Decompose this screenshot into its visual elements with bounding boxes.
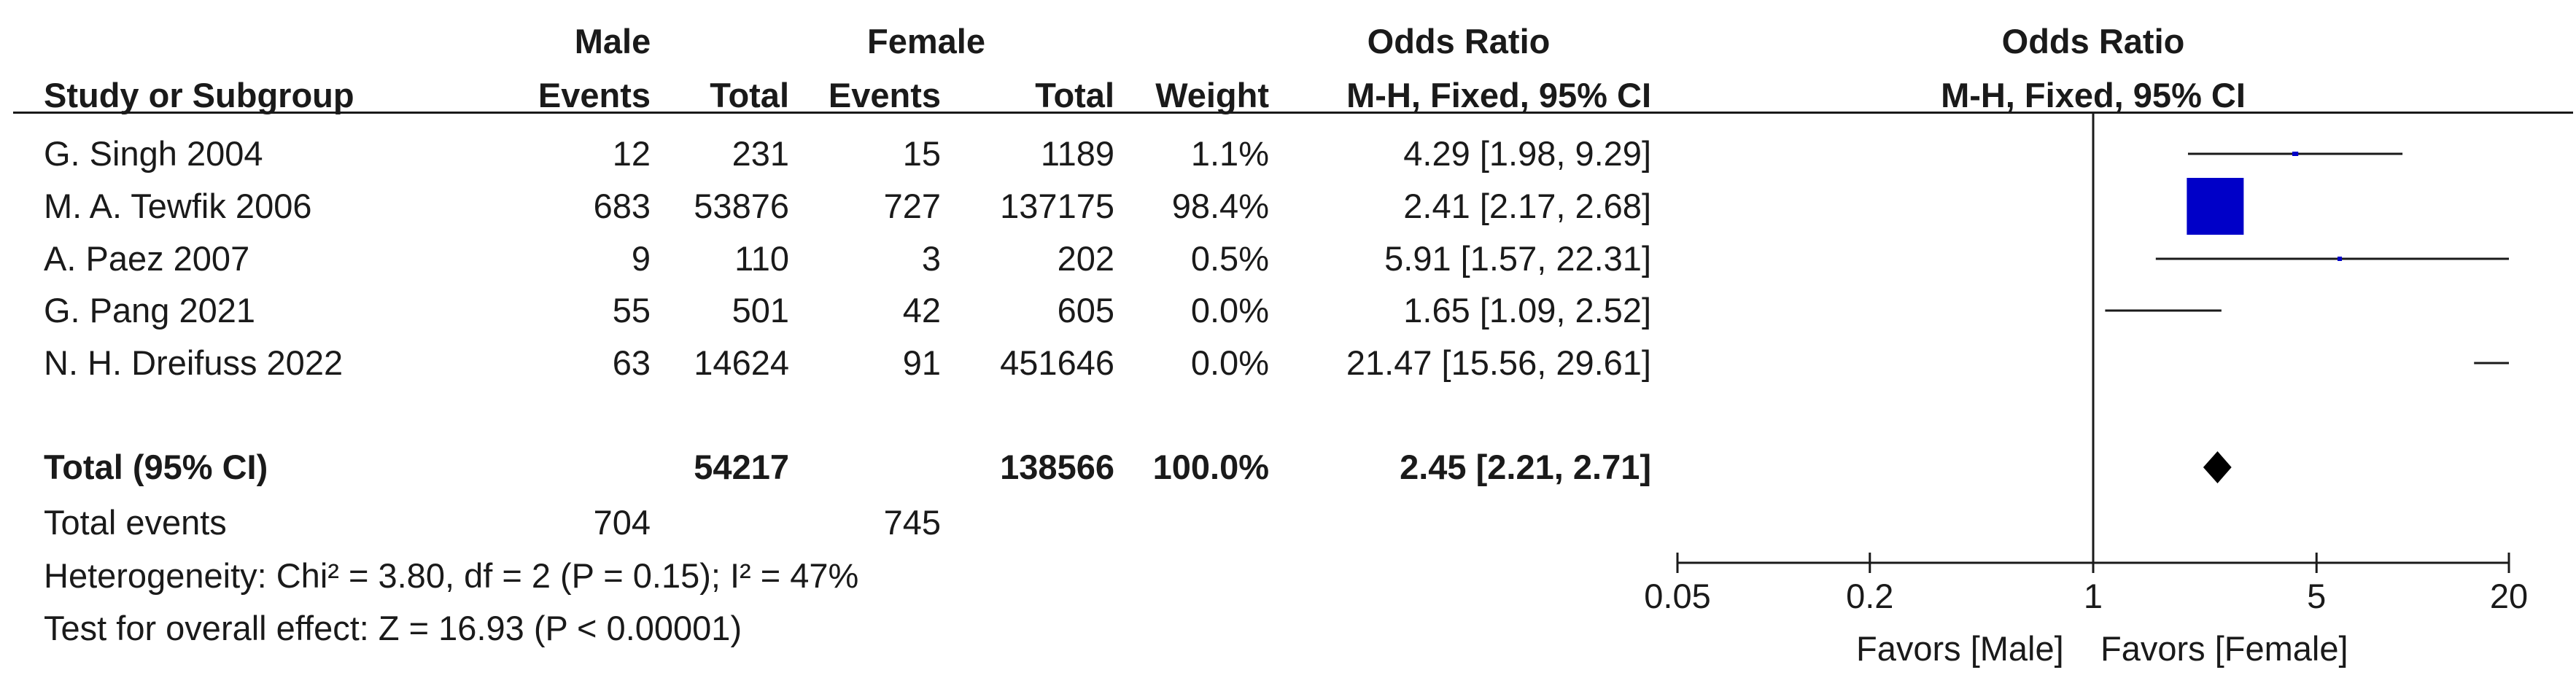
events1-cell: 12 xyxy=(612,134,651,173)
events1-cell: 55 xyxy=(612,291,651,330)
heterogeneity-text: Heterogeneity: Chi² = 3.80, df = 2 (P = … xyxy=(44,556,859,595)
weight-cell: 1.1% xyxy=(1190,134,1269,173)
events1-cell: 63 xyxy=(612,343,651,382)
total2-sum: 138566 xyxy=(1000,448,1114,486)
overall-effect-text: Test for overall effect: Z = 16.93 (P < … xyxy=(44,609,742,647)
total-weight: 100.0% xyxy=(1152,448,1269,486)
header-rule xyxy=(13,112,2573,114)
study-square xyxy=(2338,257,2343,261)
ci-cell: 1.65 [1.09, 2.52] xyxy=(1403,291,1651,330)
events1-header: Events xyxy=(538,76,651,114)
events2-cell: 3 xyxy=(921,239,941,278)
ci-cell: 2.41 [2.17, 2.68] xyxy=(1403,187,1651,225)
study-name: N. H. Dreifuss 2022 xyxy=(44,343,344,382)
events2-cell: 15 xyxy=(902,134,941,173)
group1-header: Male xyxy=(574,22,651,61)
total1-cell: 53876 xyxy=(694,187,789,225)
weight-cell: 0.5% xyxy=(1190,239,1269,278)
total2-cell: 202 xyxy=(1057,239,1114,278)
total2-header: Total xyxy=(1035,76,1114,114)
total-events-label: Total events xyxy=(44,503,227,542)
x-tick-label: 5 xyxy=(2307,577,2326,615)
weight-header: Weight xyxy=(1155,76,1269,114)
plot-method-header: M-H, Fixed, 95% CI xyxy=(1941,76,2246,114)
x-tick-label: 20 xyxy=(2490,577,2528,615)
ci-cell: 5.91 [1.57, 22.31] xyxy=(1384,239,1651,278)
events2-header: Events xyxy=(828,76,941,114)
total1-sum: 54217 xyxy=(694,448,789,486)
total2-cell: 605 xyxy=(1057,291,1114,330)
favors-right-label: Favors [Female] xyxy=(2100,629,2348,668)
total-events2: 745 xyxy=(883,503,941,542)
total1-cell: 110 xyxy=(734,239,789,278)
weight-cell: 0.0% xyxy=(1190,343,1269,382)
total1-cell: 231 xyxy=(732,134,789,173)
total2-cell: 137175 xyxy=(1000,187,1114,225)
total-events1: 704 xyxy=(593,503,651,542)
study-square xyxy=(2292,152,2299,156)
total1-header: Total xyxy=(710,76,789,114)
events1-cell: 683 xyxy=(593,187,651,225)
method-header: M-H, Fixed, 95% CI xyxy=(1346,76,1651,114)
study-square xyxy=(2187,178,2244,235)
study-name: M. A. Tewfik 2006 xyxy=(44,187,312,225)
study-name: A. Paez 2007 xyxy=(44,239,250,278)
total-label: Total (95% CI) xyxy=(44,448,268,486)
favors-left-label: Favors [Male] xyxy=(1856,629,2064,668)
weight-cell: 98.4% xyxy=(1171,187,1269,225)
total2-cell: 1189 xyxy=(1040,134,1114,173)
ci-cell: 21.47 [15.56, 29.61] xyxy=(1346,343,1651,382)
study-name: G. Pang 2021 xyxy=(44,291,256,330)
or-header: Odds Ratio xyxy=(1367,22,1551,61)
group2-header: Female xyxy=(867,22,985,61)
total1-cell: 501 xyxy=(732,291,789,330)
events2-cell: 42 xyxy=(902,291,941,330)
events2-cell: 91 xyxy=(902,343,941,382)
total-ci: 2.45 [2.21, 2.71] xyxy=(1400,448,1651,486)
total2-cell: 451646 xyxy=(1000,343,1114,382)
weight-cell: 0.0% xyxy=(1190,291,1269,330)
plot-header: Odds Ratio xyxy=(2001,22,2185,61)
events1-cell: 9 xyxy=(631,239,651,278)
events2-cell: 727 xyxy=(883,187,941,225)
x-tick-label: 0.2 xyxy=(1846,577,1893,615)
x-tick-label: 0.05 xyxy=(1644,577,1710,615)
study-name: G. Singh 2004 xyxy=(44,134,263,173)
total1-cell: 14624 xyxy=(694,343,789,382)
ci-cell: 4.29 [1.98, 9.29] xyxy=(1403,134,1651,173)
x-tick-label: 1 xyxy=(2084,577,2103,615)
study-col-header: Study or Subgroup xyxy=(44,76,354,114)
pooled-diamond xyxy=(2203,451,2232,483)
